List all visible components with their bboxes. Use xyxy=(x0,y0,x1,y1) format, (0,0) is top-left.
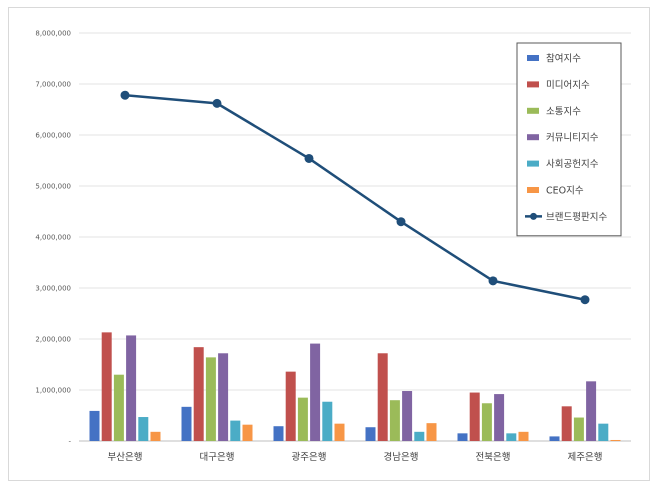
y-tick-label: - xyxy=(68,438,71,446)
bar-미디어지수-경남은행 xyxy=(377,353,388,441)
bar-사회공헌지수-광주은행 xyxy=(322,401,333,441)
y-tick-label: 6,000,000 xyxy=(35,132,71,140)
bar-소통지수-광주은행 xyxy=(297,397,308,441)
x-tick-label: 대구은행 xyxy=(200,451,235,463)
legend-label: 커뮤니티지수 xyxy=(546,133,599,144)
bar-사회공헌지수-전북은행 xyxy=(506,433,517,441)
bar-미디어지수-제주은행 xyxy=(561,406,572,441)
point-브랜드평판지수-광주은행 xyxy=(304,153,314,163)
bar-참여지수-광주은행 xyxy=(273,426,284,441)
point-브랜드평판지수-부산은행 xyxy=(120,90,130,100)
chart-svg: - 1,000,000 2,000,000 3,000,000 4,000,000 5,0… xyxy=(35,30,631,463)
legend-label: 소통지수 xyxy=(546,106,581,117)
point-브랜드평판지수-전북은행 xyxy=(488,276,498,286)
line-layer xyxy=(120,90,590,305)
bar-참여지수-대구은행 xyxy=(181,406,192,441)
bar-CEO지수-제주은행 xyxy=(610,439,621,441)
bar-참여지수-경남은행 xyxy=(365,427,376,441)
line-브랜드평판지수 xyxy=(124,93,586,301)
bar-미디어지수-광주은행 xyxy=(285,371,296,441)
bar-커뮤니티지수-경남은행 xyxy=(402,391,413,441)
bar-사회공헌지수-제주은행 xyxy=(598,423,609,441)
bar-커뮤니티지수-광주은행 xyxy=(310,343,321,441)
y-axis-labels: - 1,000,000 2,000,000 3,000,000 4,000,000 5,0… xyxy=(35,30,71,446)
y-tick-label: 8,000,000 xyxy=(35,30,71,38)
bar-미디어지수-부산은행 xyxy=(101,332,112,441)
bar-CEO지수-대구은행 xyxy=(242,424,253,441)
legend-label: 미디어지수 xyxy=(546,80,590,91)
grid-layer xyxy=(79,32,631,442)
legend-swatch-미디어지수 xyxy=(527,81,539,88)
bar-소통지수-경남은행 xyxy=(389,400,400,441)
y-tick-label: 1,000,000 xyxy=(35,387,71,395)
x-axis-labels: 부산은행 대구은행 광주은행 경남은행 전북은행 제주은행 xyxy=(108,451,603,463)
bar-사회공헌지수-경남은행 xyxy=(414,431,425,441)
y-tick-label: 3,000,000 xyxy=(35,285,71,293)
legend-swatch-커뮤니티지수 xyxy=(527,134,539,141)
bar-소통지수-전북은행 xyxy=(481,403,492,441)
point-브랜드평판지수-제주은행 xyxy=(580,295,590,305)
y-tick-label: 5,000,000 xyxy=(35,183,71,191)
y-tick-label: 2,000,000 xyxy=(35,336,71,344)
legend-swatch-CEO지수 xyxy=(527,187,539,193)
x-tick-label: 제주은행 xyxy=(568,451,603,463)
bar-커뮤니티지수-전북은행 xyxy=(494,394,505,441)
bar-미디어지수-전북은행 xyxy=(469,392,480,441)
point-브랜드평판지수-대구은행 xyxy=(212,98,222,108)
x-tick-label: 전북은행 xyxy=(476,451,511,463)
y-tick-label: 7,000,000 xyxy=(35,81,71,89)
bar-소통지수-제주은행 xyxy=(573,417,584,441)
legend-label: 참여지수 xyxy=(546,53,581,65)
bar-커뮤니티지수-대구은행 xyxy=(218,353,229,441)
bar-소통지수-대구은행 xyxy=(205,357,216,441)
legend-swatch-참여지수 xyxy=(527,55,539,61)
bar-참여지수-제주은행 xyxy=(549,436,560,441)
y-tick-label: 4,000,000 xyxy=(35,234,71,242)
bar-CEO지수-부산은행 xyxy=(150,431,161,441)
bar-CEO지수-경남은행 xyxy=(426,423,437,441)
bar-사회공헌지수-대구은행 xyxy=(230,420,241,441)
bar-참여지수-전북은행 xyxy=(457,433,468,441)
legend-swatch-사회공헌지수 xyxy=(527,160,539,167)
legend-marker-브랜드평판지수 xyxy=(530,212,537,220)
bar-사회공헌지수-부산은행 xyxy=(138,417,149,441)
legend-label: 사회공헌지수 xyxy=(546,159,599,170)
bar-참여지수-부산은행 xyxy=(89,410,100,441)
bar-소통지수-부산은행 xyxy=(113,374,124,441)
legend-label: 브랜드평판지수 xyxy=(546,212,607,223)
point-브랜드평판지수-경남은행 xyxy=(396,217,406,227)
legend-swatch-소통지수 xyxy=(527,107,539,114)
legend-label: CEO지수 xyxy=(546,186,584,197)
bar-커뮤니티지수-제주은행 xyxy=(586,381,597,441)
bar-CEO지수-광주은행 xyxy=(334,423,345,441)
x-tick-label: 경남은행 xyxy=(384,451,419,463)
x-tick-label: 광주은행 xyxy=(292,451,327,463)
bar-커뮤니티지수-부산은행 xyxy=(126,335,137,441)
chart-frame: - 1,000,000 2,000,000 3,000,000 4,000,000 5,0… xyxy=(8,7,650,481)
bar-미디어지수-대구은행 xyxy=(193,347,204,441)
bar-layer xyxy=(89,332,621,441)
bar-CEO지수-전북은행 xyxy=(518,431,529,441)
x-tick-label: 부산은행 xyxy=(108,451,143,463)
